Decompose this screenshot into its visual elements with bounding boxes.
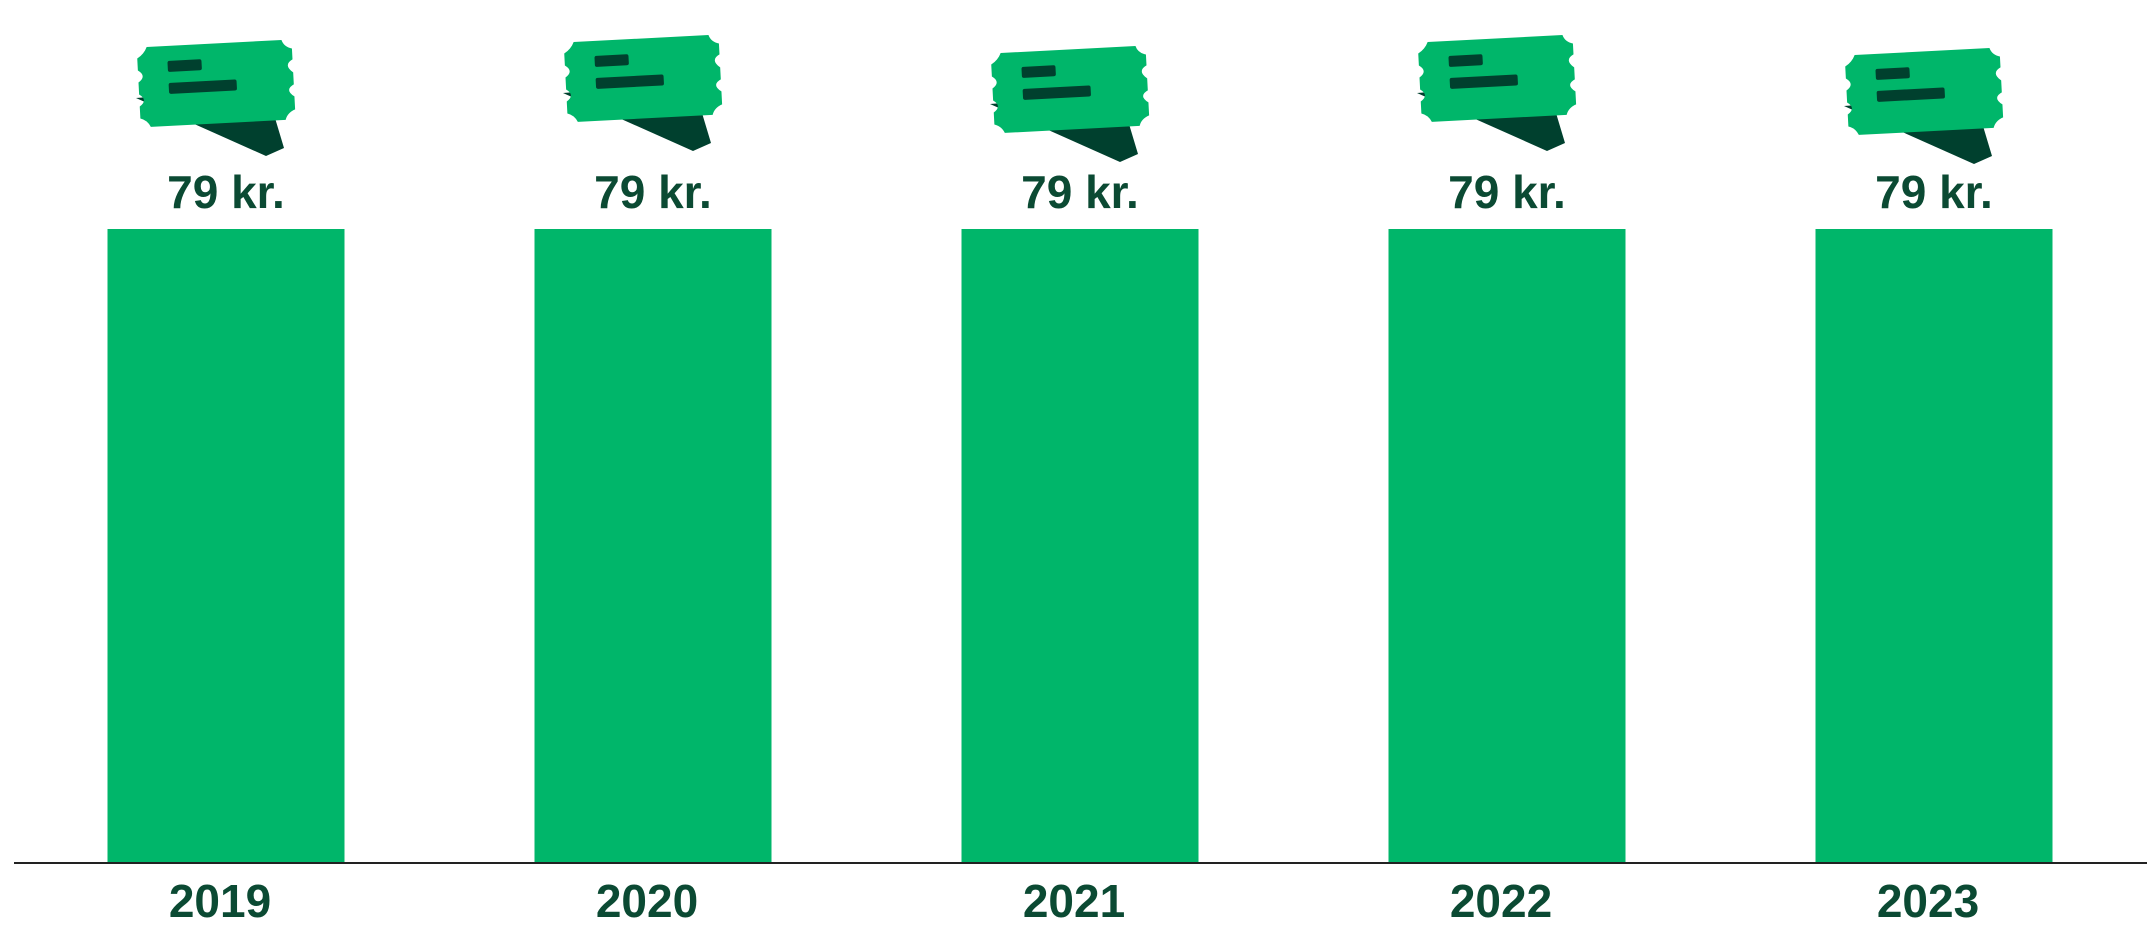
bar: [1815, 229, 2053, 863]
ticket-icon: [990, 45, 1150, 162]
x-tick-label: 2023: [1877, 875, 1979, 926]
ticket-icon: [563, 34, 723, 151]
bar: [961, 229, 1199, 863]
value-label: 79 kr.: [1875, 166, 1993, 218]
bar: [1388, 229, 1626, 863]
ticket-icon: [1417, 34, 1577, 151]
value-label: 79 kr.: [167, 166, 285, 218]
value-label: 79 kr.: [1448, 166, 1566, 218]
x-tick-label: 2021: [1023, 875, 1125, 926]
ticket-icon: [1844, 47, 2004, 164]
x-tick-label: 2022: [1450, 875, 1552, 926]
value-label: 79 kr.: [594, 166, 712, 218]
bar: [534, 229, 772, 863]
bar: [107, 229, 345, 863]
x-tick-label: 2019: [169, 875, 271, 926]
value-label: 79 kr.: [1021, 166, 1139, 218]
x-tick-label: 2020: [596, 875, 698, 926]
ticket-icon: [136, 39, 296, 156]
